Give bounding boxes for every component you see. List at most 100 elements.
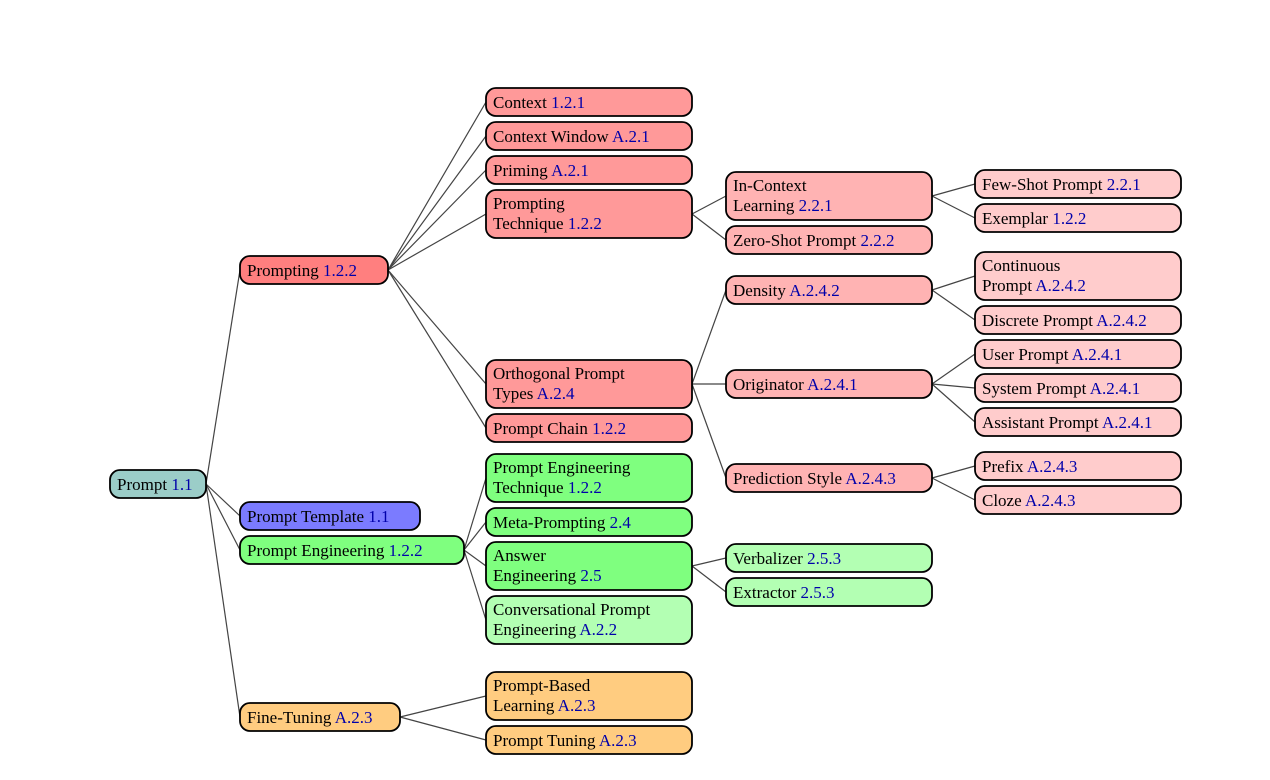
tree-node-label: Prediction Style bbox=[733, 469, 845, 488]
tree-edge bbox=[932, 384, 975, 388]
tree-node-text: Fine-Tuning A.2.3 bbox=[247, 708, 373, 727]
tree-node-text: System Prompt A.2.4.1 bbox=[982, 379, 1140, 398]
tree-node: Assistant Prompt A.2.4.1 bbox=[975, 408, 1181, 436]
tree-node-ref: 1.2.2 bbox=[568, 478, 602, 497]
tree-node: Prompting 1.2.2 bbox=[240, 256, 388, 284]
tree-node-label: Cloze bbox=[982, 491, 1025, 510]
tree-edge bbox=[388, 102, 486, 270]
tree-node: PromptingTechnique 1.2.2 bbox=[486, 190, 692, 238]
tree-node-label: Continuous bbox=[982, 256, 1060, 275]
tree-node: Density A.2.4.2 bbox=[726, 276, 932, 304]
tree-node: Prediction Style A.2.4.3 bbox=[726, 464, 932, 492]
tree-node-text: Zero-Shot Prompt 2.2.2 bbox=[733, 231, 895, 250]
tree-edge bbox=[692, 214, 726, 240]
tree-edge bbox=[932, 184, 975, 196]
tree-node-label: System Prompt bbox=[982, 379, 1090, 398]
tree-edge bbox=[464, 522, 486, 550]
tree-node: Discrete Prompt A.2.4.2 bbox=[975, 306, 1181, 334]
tree-edge bbox=[206, 484, 240, 717]
tree-node-text: Prefix A.2.4.3 bbox=[982, 457, 1077, 476]
tree-node: Cloze A.2.4.3 bbox=[975, 486, 1181, 514]
tree-edge bbox=[932, 478, 975, 500]
tree-node-ref: 1.2.2 bbox=[323, 261, 357, 280]
tree-edge bbox=[388, 270, 486, 384]
tree-node-label: Verbalizer bbox=[733, 549, 807, 568]
tree-edge bbox=[400, 696, 486, 717]
tree-node-ref: 1.1 bbox=[368, 507, 389, 526]
tree-node-label: Orthogonal Prompt bbox=[493, 364, 625, 383]
tree-node-text: Cloze A.2.4.3 bbox=[982, 491, 1076, 510]
tree-node-ref: A.2.4.3 bbox=[1027, 457, 1078, 476]
tree-edge bbox=[692, 196, 726, 214]
tree-edge bbox=[692, 290, 726, 384]
tree-node-ref: A.2.1 bbox=[551, 161, 589, 180]
tree-node: Exemplar 1.2.2 bbox=[975, 204, 1181, 232]
tree-edge bbox=[388, 136, 486, 270]
tree-node: User Prompt A.2.4.1 bbox=[975, 340, 1181, 368]
tree-node-label: Context bbox=[493, 93, 551, 112]
tree-edge bbox=[388, 270, 486, 428]
tree-node: Prompt EngineeringTechnique 1.2.2 bbox=[486, 454, 692, 502]
tree-node-ref: A.2.3 bbox=[558, 696, 596, 715]
tree-node-text: Few-Shot Prompt 2.2.1 bbox=[982, 175, 1141, 194]
tree-node-ref: A.2.2 bbox=[579, 620, 617, 639]
taxonomy-tree-diagram: Prompt 1.1 Prompting 1.2.2 Prompt Template… bbox=[0, 0, 1270, 780]
tree-node-text: Prompt Engineering 1.2.2 bbox=[247, 541, 423, 560]
tree-node: Prefix A.2.4.3 bbox=[975, 452, 1181, 480]
tree-node-text: Prompt-BasedLearning A.2.3 bbox=[493, 676, 595, 715]
tree-node-text: User Prompt A.2.4.1 bbox=[982, 345, 1122, 364]
tree-node-ref: A.2.1 bbox=[612, 127, 650, 146]
tree-node-ref: A.2.4.1 bbox=[1102, 413, 1153, 432]
tree-node-label: Context Window bbox=[493, 127, 612, 146]
tree-node-ref: A.2.4.1 bbox=[1072, 345, 1123, 364]
tree-node-label: Prompt Tuning bbox=[493, 731, 599, 750]
tree-node: Originator A.2.4.1 bbox=[726, 370, 932, 398]
tree-node-ref: 2.2.1 bbox=[799, 196, 833, 215]
tree-node: AnswerEngineering 2.5 bbox=[486, 542, 692, 590]
tree-node-ref: 2.5 bbox=[580, 566, 601, 585]
tree-node: Prompt Chain 1.2.2 bbox=[486, 414, 692, 442]
tree-node-label: Prompt Chain bbox=[493, 419, 592, 438]
tree-edge bbox=[464, 550, 486, 566]
tree-node: System Prompt A.2.4.1 bbox=[975, 374, 1181, 402]
tree-node-ref: A.2.3 bbox=[599, 731, 637, 750]
tree-edge bbox=[932, 384, 975, 422]
tree-node-label: Prompt Template bbox=[247, 507, 368, 526]
tree-node-ref: A.2.4.2 bbox=[789, 281, 840, 300]
tree-node-label: Zero-Shot Prompt bbox=[733, 231, 861, 250]
tree-node: Prompt 1.1 bbox=[110, 470, 206, 498]
tree-node: Context 1.2.1 bbox=[486, 88, 692, 116]
tree-node-label: Density bbox=[733, 281, 789, 300]
tree-node-text: Prompt 1.1 bbox=[117, 475, 193, 494]
tree-node-ref: A.2.4.1 bbox=[807, 375, 858, 394]
tree-node-ref: A.2.3 bbox=[335, 708, 373, 727]
tree-node-label: Exemplar bbox=[982, 209, 1052, 228]
tree-edge bbox=[692, 566, 726, 592]
tree-node: Verbalizer 2.5.3 bbox=[726, 544, 932, 572]
tree-node-text: Discrete Prompt A.2.4.2 bbox=[982, 311, 1147, 330]
tree-node: Prompt Engineering 1.2.2 bbox=[240, 536, 464, 564]
tree-node-text: Originator A.2.4.1 bbox=[733, 375, 858, 394]
tree-node: Prompt-BasedLearning A.2.3 bbox=[486, 672, 692, 720]
tree-node-ref: 2.5.3 bbox=[801, 583, 835, 602]
tree-node-ref: A.2.4.3 bbox=[845, 469, 896, 488]
tree-node-label: Fine-Tuning bbox=[247, 708, 335, 727]
tree-node-text: Density A.2.4.2 bbox=[733, 281, 840, 300]
tree-node-label: Prefix bbox=[982, 457, 1027, 476]
tree-node-ref: A.2.4 bbox=[537, 384, 575, 403]
tree-node-text: Prompt Chain 1.2.2 bbox=[493, 419, 626, 438]
tree-node-label: Assistant Prompt bbox=[982, 413, 1102, 432]
tree-edge bbox=[206, 270, 240, 484]
tree-node-ref: 1.2.2 bbox=[592, 419, 626, 438]
tree-node-ref: 2.4 bbox=[610, 513, 632, 532]
tree-edge bbox=[692, 384, 726, 478]
tree-edge bbox=[464, 550, 486, 620]
tree-node-text: Prompt Tuning A.2.3 bbox=[493, 731, 637, 750]
tree-node: Zero-Shot Prompt 2.2.2 bbox=[726, 226, 932, 254]
tree-node: Context Window A.2.1 bbox=[486, 122, 692, 150]
tree-node-label: Prompting bbox=[247, 261, 323, 280]
tree-edge bbox=[932, 290, 975, 320]
tree-node-ref: 1.1 bbox=[171, 475, 192, 494]
tree-node: In-ContextLearning 2.2.1 bbox=[726, 172, 932, 220]
tree-edge bbox=[692, 558, 726, 566]
